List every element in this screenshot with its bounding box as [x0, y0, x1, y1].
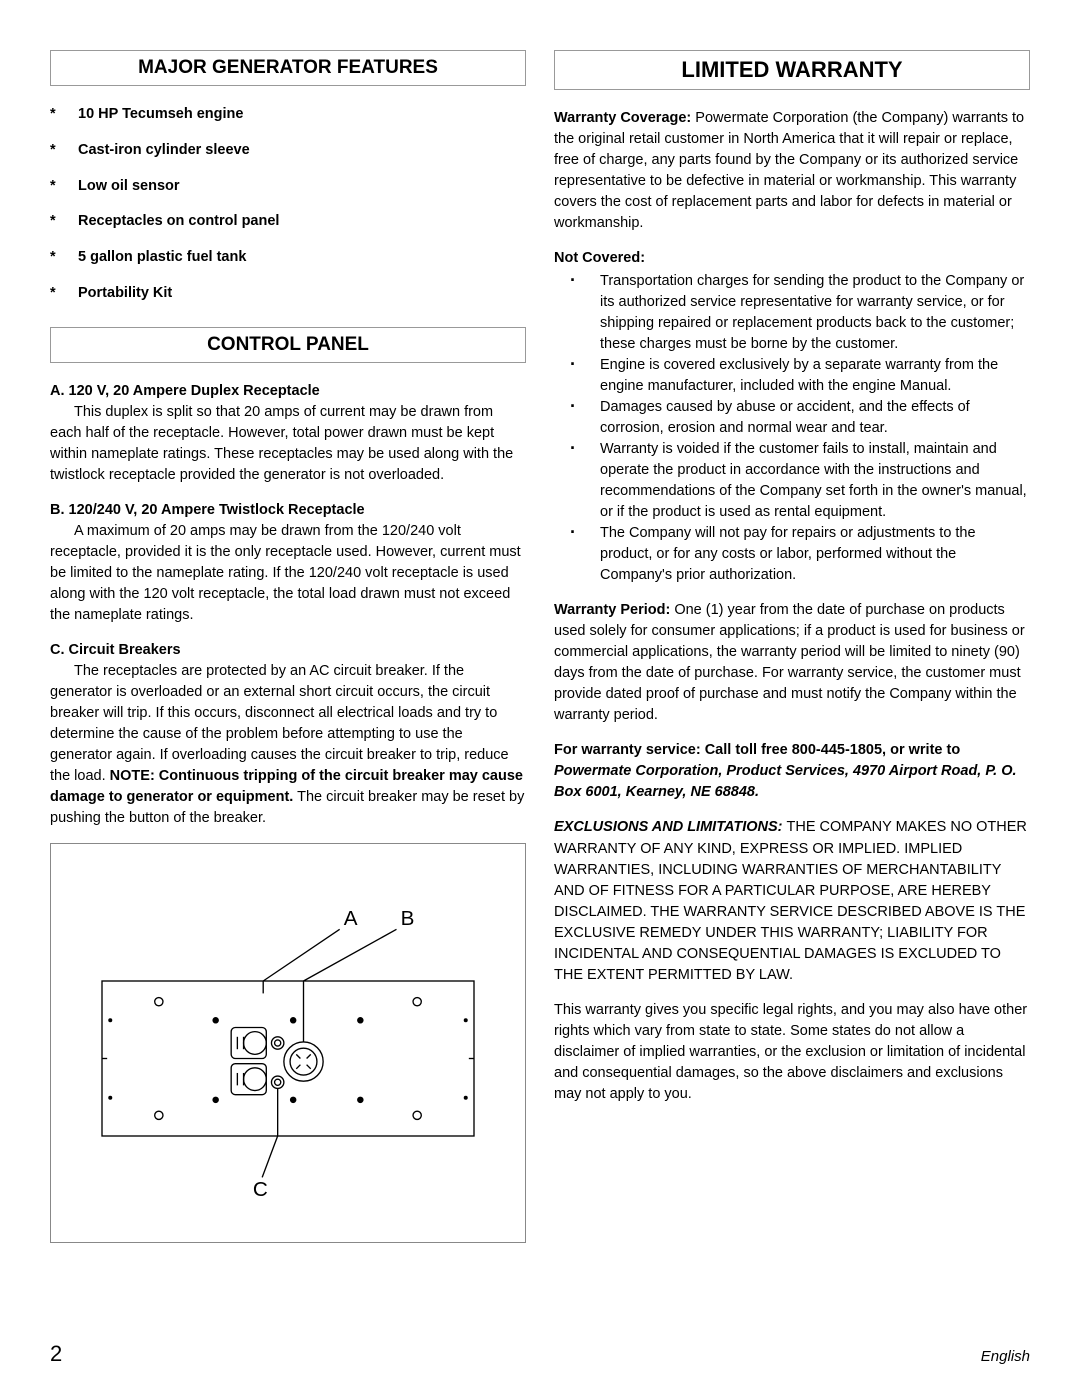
coverage-lead: Warranty Coverage: [554, 110, 695, 126]
exclusions-lead: EXCLUSIONS AND LIMITATIONS: [554, 819, 787, 835]
warranty-exclusions: EXCLUSIONS AND LIMITATIONS: THE COMPANY … [554, 817, 1030, 985]
not-covered-label: Not Covered: [554, 248, 1030, 269]
period-body: One (1) year from the date of purchase o… [554, 602, 1025, 723]
page-content: MAJOR GENERATOR FEATURES 10 HP Tecumseh … [50, 50, 1030, 1243]
exclusions-body: THE COMPANY MAKES NO OTHER WARRANTY OF A… [554, 819, 1027, 982]
page-number: 2 [50, 1341, 62, 1367]
feature-item: Receptacles on control panel [78, 211, 526, 233]
section-a-body: This duplex is split so that 20 amps of … [50, 402, 526, 486]
feature-item: 10 HP Tecumseh engine [78, 104, 526, 126]
warranty-heading: LIMITED WARRANTY [554, 50, 1030, 90]
not-covered-item: Transportation charges for sending the p… [554, 271, 1030, 355]
feature-item: Low oil sensor [78, 176, 526, 198]
period-lead: Warranty Period: [554, 602, 674, 618]
not-covered-item: Damages caused by abuse or accident, and… [554, 397, 1030, 439]
left-column: MAJOR GENERATOR FEATURES 10 HP Tecumseh … [50, 50, 526, 1243]
warranty-rights: This warranty gives you specific legal r… [554, 1000, 1030, 1105]
warranty-period: Warranty Period: One (1) year from the d… [554, 600, 1030, 726]
warranty-coverage: Warranty Coverage: Powermate Corporation… [554, 108, 1030, 234]
section-c-body-pre: The receptacles are protected by an AC c… [50, 663, 509, 784]
warranty-service: For warranty service: Call toll free 800… [554, 740, 1030, 803]
service-address: Powermate Corporation, Product Services,… [554, 763, 1017, 800]
diagram-label-b: B [401, 907, 415, 930]
not-covered-item: The Company will not pay for repairs or … [554, 523, 1030, 586]
section-a-label: A. 120 V, 20 Ampere Duplex Receptacle [50, 381, 526, 402]
right-column: LIMITED WARRANTY Warranty Coverage: Powe… [554, 50, 1030, 1243]
feature-item: Cast-iron cylinder sleeve [78, 140, 526, 162]
control-section-a: A. 120 V, 20 Ampere Duplex Receptacle Th… [50, 381, 526, 486]
control-section-b: B. 120/240 V, 20 Ampere Twistlock Recept… [50, 500, 526, 626]
not-covered-item: Warranty is voided if the customer fails… [554, 439, 1030, 523]
diagram-svg: A B C [71, 864, 505, 1222]
feature-list: 10 HP Tecumseh engine Cast-iron cylinder… [50, 104, 526, 305]
language-label: English [981, 1348, 1030, 1365]
diagram-label-c: C [253, 1178, 268, 1201]
page-footer: 2 English [50, 1341, 1030, 1367]
feature-item: Portability Kit [78, 283, 526, 305]
diagram-label-a: A [344, 907, 358, 930]
not-covered-item: Engine is covered exclusively by a separ… [554, 355, 1030, 397]
control-panel-diagram: A B C [50, 843, 526, 1243]
section-b-label: B. 120/240 V, 20 Ampere Twistlock Recept… [50, 500, 526, 521]
control-section-c: C. Circuit Breakers The receptacles are … [50, 640, 526, 829]
control-panel-heading: CONTROL PANEL [50, 327, 526, 363]
feature-item: 5 gallon plastic fuel tank [78, 247, 526, 269]
not-covered-list: Transportation charges for sending the p… [554, 271, 1030, 586]
section-c-label: C. Circuit Breakers [50, 640, 526, 661]
features-heading: MAJOR GENERATOR FEATURES [50, 50, 526, 86]
service-lead: For warranty service: Call toll free 800… [554, 742, 960, 758]
section-b-body: A maximum of 20 amps may be drawn from t… [50, 521, 526, 626]
coverage-body: Powermate Corporation (the Company) warr… [554, 110, 1024, 231]
